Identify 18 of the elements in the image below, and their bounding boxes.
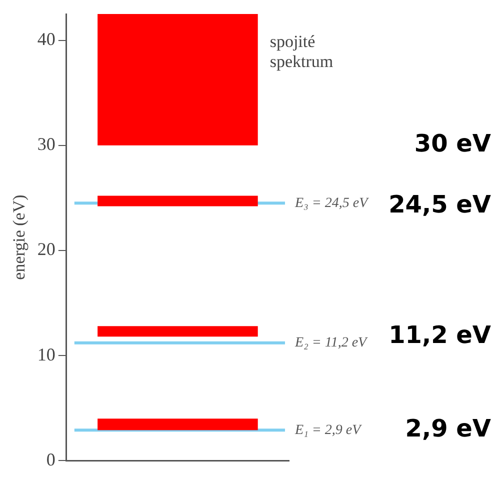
y-tick-label: 0 (46, 449, 56, 470)
y-tick-label: 10 (37, 344, 56, 364)
y-tick-label: 40 (37, 29, 56, 50)
y-axis-title: energie (eV) (10, 194, 29, 280)
bar (98, 196, 258, 206)
bar (98, 326, 258, 337)
bar (98, 14, 258, 146)
y-tick-label: 30 (37, 134, 56, 154)
annotation: 30 eV (414, 130, 492, 158)
ref-line-label: E₂ = 11,2 eV (294, 336, 368, 351)
bar (98, 418, 258, 430)
annotation: 2,9 eV (405, 414, 492, 442)
ref-line-label: E₃ = 24,5 eV (294, 196, 370, 211)
annotation: 11,2 eV (388, 320, 492, 349)
annotation: 24,5 eV (388, 190, 492, 219)
series-label: spojité spektrum (270, 32, 334, 71)
ref-line-label: E₁ = 2,9 eV (294, 422, 362, 438)
y-tick-label: 20 (37, 239, 56, 260)
